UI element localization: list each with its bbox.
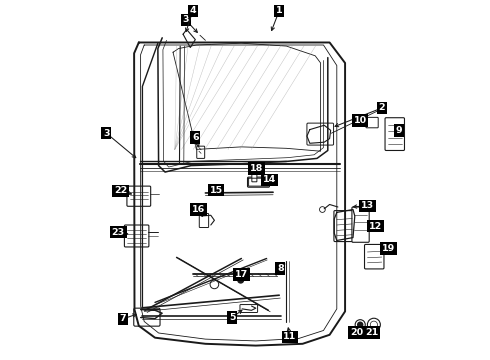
Text: 20: 20 — [350, 328, 363, 337]
Text: 14: 14 — [263, 175, 276, 184]
Text: 4: 4 — [190, 6, 196, 15]
FancyBboxPatch shape — [365, 244, 384, 269]
Circle shape — [358, 322, 363, 327]
FancyBboxPatch shape — [127, 186, 151, 206]
Text: 3: 3 — [182, 15, 189, 24]
Text: 23: 23 — [112, 228, 125, 237]
Text: 13: 13 — [361, 201, 374, 210]
Text: 2: 2 — [378, 104, 385, 112]
FancyBboxPatch shape — [240, 305, 258, 312]
Text: 11: 11 — [283, 333, 296, 342]
Text: 8: 8 — [277, 264, 284, 273]
Text: 15: 15 — [210, 186, 223, 194]
Text: 17: 17 — [235, 270, 248, 279]
FancyBboxPatch shape — [247, 177, 270, 187]
Text: 1: 1 — [276, 6, 283, 15]
Text: 12: 12 — [368, 222, 382, 231]
Text: 18: 18 — [250, 164, 263, 173]
Text: 3: 3 — [103, 129, 110, 138]
FancyBboxPatch shape — [366, 117, 378, 128]
FancyBboxPatch shape — [352, 207, 369, 242]
Text: 16: 16 — [192, 205, 205, 214]
Text: 9: 9 — [396, 126, 402, 135]
FancyBboxPatch shape — [252, 173, 257, 182]
FancyBboxPatch shape — [385, 118, 404, 150]
FancyBboxPatch shape — [307, 123, 334, 145]
FancyBboxPatch shape — [124, 225, 149, 247]
FancyBboxPatch shape — [334, 211, 355, 242]
FancyBboxPatch shape — [134, 308, 160, 326]
Text: 7: 7 — [119, 315, 126, 323]
Text: 19: 19 — [382, 244, 395, 253]
Circle shape — [238, 277, 244, 283]
Text: 5: 5 — [229, 313, 236, 322]
Text: 10: 10 — [354, 116, 367, 125]
Text: 22: 22 — [114, 186, 127, 195]
Text: 21: 21 — [365, 328, 378, 337]
FancyBboxPatch shape — [199, 213, 209, 228]
Text: 6: 6 — [192, 133, 198, 142]
FancyBboxPatch shape — [197, 146, 205, 158]
